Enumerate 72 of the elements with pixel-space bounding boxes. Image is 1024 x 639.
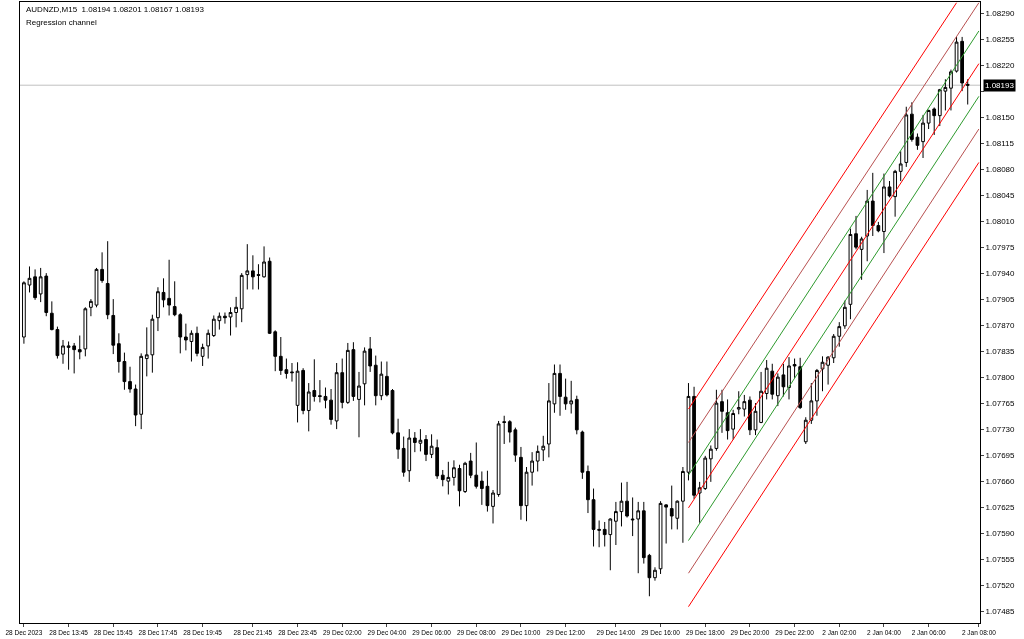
candlestick xyxy=(815,368,819,417)
candlestick xyxy=(904,106,909,168)
candlestick xyxy=(714,389,719,452)
y-tick-label: 1.07695 xyxy=(985,450,1016,460)
candlestick xyxy=(574,395,579,435)
candlestick xyxy=(156,286,160,332)
candlestick xyxy=(965,78,970,106)
candlestick xyxy=(290,362,294,383)
candlestick xyxy=(262,245,266,279)
candlestick xyxy=(535,444,540,472)
y-tick-label: 1.07870 xyxy=(985,320,1016,330)
candlestick xyxy=(865,189,870,262)
y-tick-label: 1.08150 xyxy=(985,112,1016,122)
candlestick xyxy=(239,272,244,323)
y-tick-label: 1.07660 xyxy=(985,476,1016,486)
y-tick-label: 1.08220 xyxy=(985,60,1016,70)
y-tick-label: 1.07590 xyxy=(985,528,1016,538)
y-tick-label: 1.08080 xyxy=(985,164,1016,174)
candlestick xyxy=(809,382,814,425)
candlestick xyxy=(105,240,110,320)
candlestick xyxy=(882,173,886,254)
y-tick-label: 1.07520 xyxy=(985,580,1016,590)
candlestick xyxy=(424,434,428,462)
candlestick xyxy=(803,416,808,445)
candlestick xyxy=(245,243,250,290)
candlestick xyxy=(586,465,590,514)
candlestick xyxy=(653,566,657,582)
y-tick-label: 1.08045 xyxy=(985,190,1016,200)
candlestick xyxy=(580,430,585,480)
y-tick-label: 1.08115 xyxy=(985,138,1015,148)
candlestick xyxy=(496,420,501,498)
y-tick-label: 1.08255 xyxy=(985,34,1016,44)
candlestick xyxy=(357,371,361,438)
candlestick xyxy=(128,366,132,394)
candlestick xyxy=(195,326,199,357)
candlestick xyxy=(787,356,791,400)
y-tick-label: 1.07940 xyxy=(985,268,1016,278)
y-tick-label: 1.07485 xyxy=(985,606,1016,616)
y-tick-label: 1.07765 xyxy=(985,398,1016,408)
y-tick-label: 1.07800 xyxy=(985,372,1016,382)
candlestick xyxy=(558,364,562,417)
candlestick xyxy=(61,339,65,365)
candlestick xyxy=(206,329,211,360)
candlestick xyxy=(842,300,847,330)
candlestick xyxy=(111,298,116,355)
chart-title: AUDNZD,M15 1.08194 1.08201 1.08167 1.08193 xyxy=(26,5,205,14)
y-tick-label: 1.08290 xyxy=(985,8,1016,18)
candlestick xyxy=(541,435,546,462)
y-tick-label: 1.07905 xyxy=(985,294,1016,304)
candlestick xyxy=(708,444,713,483)
text: Regression channel xyxy=(26,18,97,27)
y-tick-label: 1.07730 xyxy=(985,424,1016,434)
y-tick-label: 1.07975 xyxy=(985,242,1016,252)
candlestick xyxy=(898,150,903,182)
y-tick-label: 1.07555 xyxy=(985,554,1016,564)
candlestick xyxy=(720,389,724,434)
candlestick xyxy=(949,69,953,111)
candlestick xyxy=(223,312,227,325)
y-tick-label: 1.07835 xyxy=(985,346,1016,356)
candlestick xyxy=(854,215,858,250)
candlestick xyxy=(200,343,205,367)
candlestick xyxy=(502,415,507,445)
candlestick xyxy=(625,481,629,519)
candlestick xyxy=(491,489,495,524)
candlestick xyxy=(703,455,708,491)
y-tick-label: 1.08010 xyxy=(985,216,1016,226)
y-tick-label: 1.07625 xyxy=(985,502,1016,512)
candlestick xyxy=(859,236,864,281)
candlestick xyxy=(519,446,523,521)
ref-line-label: 1.08193 xyxy=(985,81,1015,90)
candlestick xyxy=(921,114,925,159)
candlestick xyxy=(848,228,853,320)
